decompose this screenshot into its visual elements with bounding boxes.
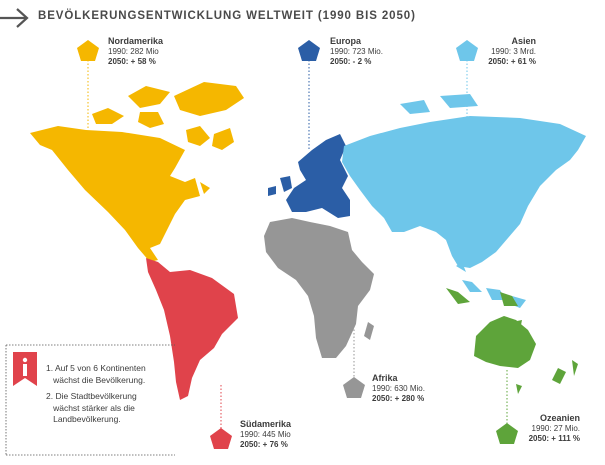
note-1-line1: 1. Auf 5 von 6 Kontinenten bbox=[46, 363, 146, 373]
region-line2: 2050: + 61 % bbox=[488, 57, 536, 66]
label-europa: Europa 1990: 723 Mio. 2050: - 2 % bbox=[330, 35, 383, 67]
marker-asien bbox=[456, 40, 478, 61]
region-line2: 2050: + 111 % bbox=[528, 434, 580, 443]
continent-south-america bbox=[146, 258, 238, 400]
note-2-line3: Landbevölkerung. bbox=[53, 414, 121, 424]
marker-nordamerika bbox=[77, 40, 99, 61]
region-line2: 2050: + 280 % bbox=[372, 394, 425, 403]
page-title: BEVÖLKERUNGSENTWICKLUNG WELTWEIT (1990 B… bbox=[38, 10, 416, 22]
region-line2: 2050: - 2 % bbox=[330, 57, 372, 66]
region-line2: 2050: + 76 % bbox=[240, 440, 288, 449]
region-line1: 1990: 723 Mio. bbox=[330, 47, 383, 56]
marker-suedamerika bbox=[210, 428, 232, 449]
continent-north-america bbox=[30, 82, 244, 262]
continent-asia bbox=[342, 94, 586, 308]
arrow-right-icon bbox=[0, 8, 29, 28]
region-name: Afrika bbox=[372, 373, 398, 383]
label-asien: Asien 1990: 3 Mrd. 2050: + 61 % bbox=[470, 35, 536, 67]
label-suedamerika: Südamerika 1990: 445 Mio 2050: + 76 % bbox=[240, 418, 291, 450]
continent-europe bbox=[268, 134, 350, 218]
region-name: Nordamerika bbox=[108, 36, 164, 46]
region-name: Südamerika bbox=[240, 419, 292, 429]
note-2-line2: wächst stärker als die bbox=[53, 402, 135, 413]
label-nordamerika: Nordamerika 1990: 282 Mio 2050: + 58 % bbox=[108, 35, 163, 67]
info-notes: 1. Auf 5 von 6 Kontinenten wächst die Be… bbox=[46, 363, 146, 431]
info-bracket bbox=[5, 344, 175, 456]
label-afrika: Afrika 1990: 630 Mio. 2050: + 280 % bbox=[372, 372, 425, 404]
continent-oceania bbox=[446, 288, 578, 394]
marker-afrika bbox=[343, 377, 365, 398]
region-line1: 1990: 27 Mio. bbox=[531, 424, 580, 433]
region-line1: 1990: 3 Mrd. bbox=[491, 47, 536, 56]
note-2: 2. Die Stadtbevölkerung wächst stärker a… bbox=[46, 391, 146, 426]
region-line1: 1990: 630 Mio. bbox=[372, 384, 425, 393]
note-1-line2: wächst die Bevölkerung. bbox=[53, 374, 146, 385]
region-name: Ozeanien bbox=[539, 413, 580, 423]
region-name: Asien bbox=[511, 36, 536, 46]
region-name: Europa bbox=[330, 36, 362, 46]
continent-africa bbox=[264, 218, 374, 358]
marker-europa bbox=[298, 40, 320, 61]
region-line1: 1990: 282 Mio bbox=[108, 47, 159, 56]
region-line1: 1990: 445 Mio bbox=[240, 430, 291, 439]
marker-ozeanien bbox=[496, 423, 518, 444]
label-ozeanien: Ozeanien 1990: 27 Mio. 2050: + 111 % bbox=[520, 412, 580, 444]
note-2-line1: 2. Die Stadtbevölkerung bbox=[46, 391, 137, 401]
note-1: 1. Auf 5 von 6 Kontinenten wächst die Be… bbox=[46, 363, 146, 386]
info-icon bbox=[13, 352, 37, 386]
region-line2: 2050: + 58 % bbox=[108, 57, 156, 66]
